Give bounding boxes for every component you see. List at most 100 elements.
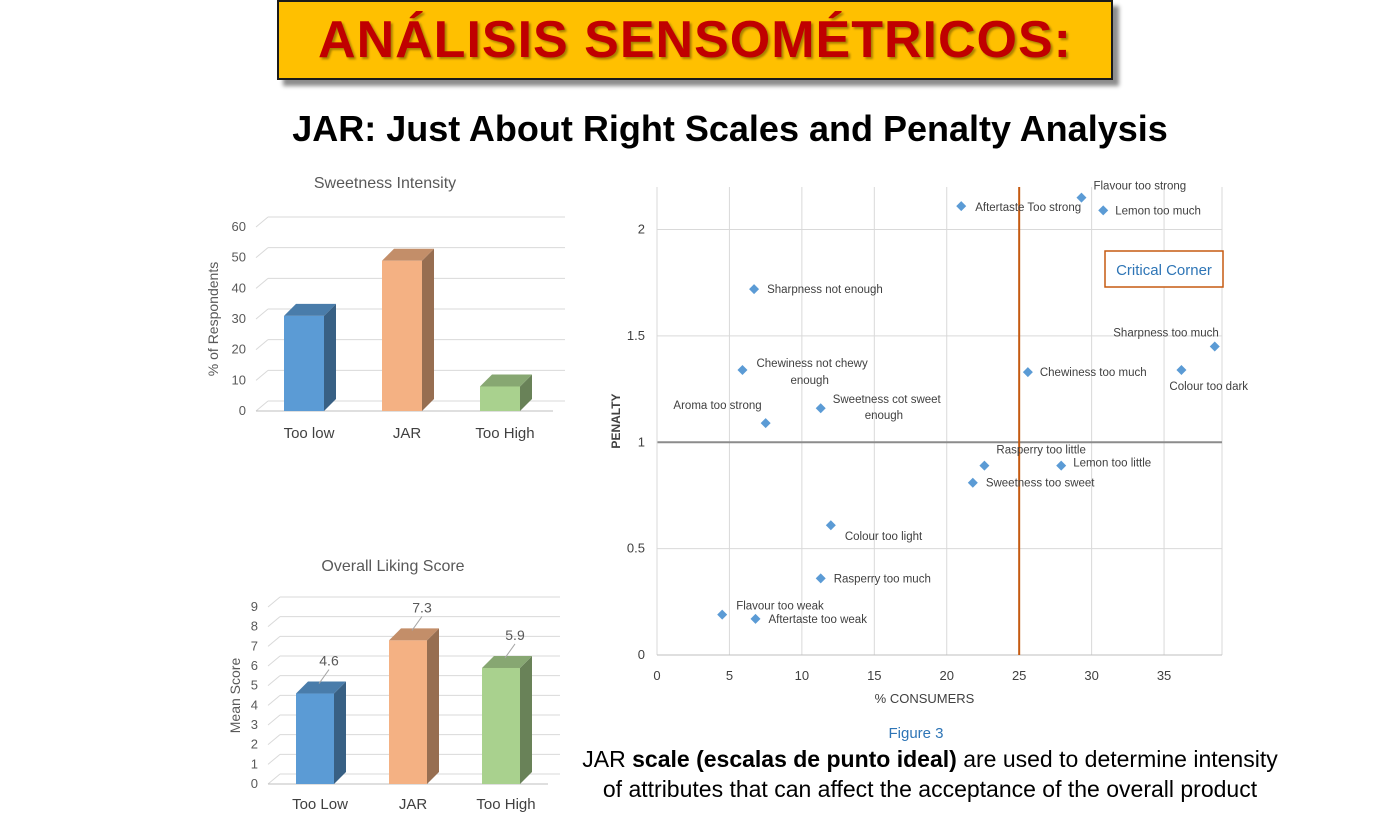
liking-datalabel-leader-0 [318, 669, 330, 684]
liking-ytick-4: 4 [251, 697, 258, 712]
penalty-xtick-1: 5 [726, 668, 733, 683]
liking-datalabel-leader-2 [504, 643, 516, 659]
penalty-point-label-5: Colour too dark [1169, 381, 1248, 393]
penalty-xtick-3: 15 [867, 668, 881, 683]
penalty-ytick-2: 1 [638, 434, 645, 449]
penalty-point-label-12: Sweetness too sweet [986, 478, 1095, 490]
sweetness-grid-diag-5 [255, 247, 269, 259]
sweetness-bar-2 [480, 386, 520, 411]
sweetness-grid-diag-6 [255, 216, 269, 228]
liking-datalabel-1: 7.3 [412, 599, 432, 615]
penalty-point-label-13: Colour too light [845, 531, 923, 543]
liking-bar-side-1 [427, 628, 439, 784]
penalty-xlabel: % CONSUMERS [875, 691, 975, 706]
penalty-point-label-3: Sharpness not enough [767, 284, 883, 296]
sweetness-title: Sweetness Intensity [314, 175, 456, 192]
liking-grid-diag-7 [267, 635, 281, 647]
sweetness-ytick-0: 0 [239, 403, 246, 418]
sweetness-grid-diag-1 [255, 369, 269, 381]
liking-bar-0 [296, 693, 334, 784]
sweetness-ylabel: % of Respondents [205, 262, 221, 376]
liking-ytick-6: 6 [251, 658, 258, 673]
liking-datalabel-0: 4.6 [319, 653, 339, 669]
penalty-ytick-0: 0 [638, 647, 645, 662]
sweetness-bar-0 [284, 315, 324, 411]
penalty-point-15 [717, 609, 728, 620]
penalty-point-label-8: Sweetness cot sweet enough [833, 394, 942, 422]
liking-bar-top-1 [389, 628, 439, 641]
liking-ytick-5: 5 [251, 678, 258, 693]
liking-datalabel-leader-1 [411, 616, 423, 631]
penalty-xtick-2: 10 [795, 668, 809, 683]
penalty-point-1 [956, 201, 967, 212]
sweetness-ytick-4: 40 [232, 280, 246, 295]
liking-ytick-7: 7 [251, 638, 258, 653]
penalty-ytick-1: 0.5 [627, 541, 645, 556]
penalty-point-11 [1056, 460, 1067, 471]
liking-grid-diag-6 [267, 655, 281, 667]
penalty-point-label-0: Flavour too strong [1093, 181, 1186, 193]
penalty-point-0 [1076, 192, 1087, 203]
penalty-xtick-5: 25 [1012, 668, 1026, 683]
penalty-point-label-15: Flavour too weak [736, 601, 824, 613]
penalty-point-label-10: Rasperry too little [996, 445, 1085, 457]
penalty-point-3 [749, 284, 760, 295]
liking-grid-diag-0 [267, 773, 281, 785]
sweetness-ytick-1: 10 [232, 372, 246, 387]
liking-grid-diag-4 [267, 694, 281, 706]
liking-xtick-2: Too High [476, 796, 535, 813]
penalty-point-label-4: Sharpness too much [1113, 328, 1218, 340]
penalty-ylabel: PENALTY [609, 393, 623, 448]
caption-bold: scale (escalas de punto ideal) [632, 746, 957, 772]
sweetness-xtick-1: JAR [393, 425, 422, 442]
sweetness-xtick-0: Too low [284, 425, 335, 442]
liking-bar-top-2 [482, 655, 532, 668]
liking-xtick-1: JAR [399, 796, 428, 813]
liking-bar-1 [389, 640, 427, 784]
liking-grid-diag-5 [267, 675, 281, 687]
liking-xtick-0: Too Low [292, 796, 348, 813]
sweetness-bar-top-0 [284, 303, 336, 316]
liking-bar-side-2 [520, 655, 532, 784]
liking-datalabel-2: 5.9 [505, 627, 525, 643]
caption: JAR scale (escalas de punto ideal) are u… [575, 744, 1285, 804]
penalty-point-16 [750, 613, 761, 624]
penalty-point-label-14: Rasperry too much [834, 573, 931, 585]
liking-bar-2 [482, 667, 520, 784]
penalty-point-4 [1209, 341, 1220, 352]
sweetness-bar-side-2 [520, 374, 532, 411]
penalty-ytick-3: 1.5 [627, 328, 645, 343]
penalty-point-label-6: Chewiness not chewy enough [756, 358, 867, 387]
liking-grid-diag-1 [267, 753, 281, 765]
liking-bar-top-0 [296, 681, 346, 694]
penalty-point-label-7: Chewiness too much [1040, 367, 1147, 379]
sweetness-ytick-5: 50 [232, 250, 246, 265]
penalty-xtick-7: 35 [1157, 668, 1171, 683]
sweetness-bar-top-1 [382, 248, 434, 261]
sweetness-ytick-3: 30 [232, 311, 246, 326]
sweetness-xtick-2: Too High [475, 425, 534, 442]
sweetness-ytick-2: 20 [232, 342, 246, 357]
liking-grid-diag-3 [267, 714, 281, 726]
liking-grid-diag-9 [267, 596, 281, 608]
critical-corner-label: Critical Corner [1116, 262, 1212, 279]
title-banner: ANÁLISIS SENSOMÉTRICOS: [277, 0, 1113, 80]
penalty-xtick-4: 20 [940, 668, 954, 683]
sweetness-grid-diag-2 [255, 339, 269, 351]
liking-ytick-3: 3 [251, 717, 258, 732]
penalty-point-label-9: Aroma too strong [673, 400, 761, 412]
sweetness-bar-1 [382, 260, 422, 411]
penalty-point-12 [967, 477, 978, 488]
sweetness-bar-side-1 [422, 248, 434, 411]
caption-prefix: JAR [582, 746, 633, 772]
caption-rest: are used to determine intensity of attri… [602, 746, 1278, 802]
liking-ytick-8: 8 [251, 619, 258, 634]
penalty-point-label-1: Aftertaste Too strong [975, 202, 1081, 214]
penalty-xtick-0: 0 [653, 668, 660, 683]
page-subtitle: JAR: Just About Right Scales and Penalty… [292, 108, 1168, 149]
penalty-point-label-11: Lemon too little [1073, 458, 1151, 470]
penalty-point-5 [1176, 364, 1187, 375]
sweetness-grid-diag-0 [255, 400, 269, 412]
liking-title: Overall Liking Score [321, 558, 464, 575]
